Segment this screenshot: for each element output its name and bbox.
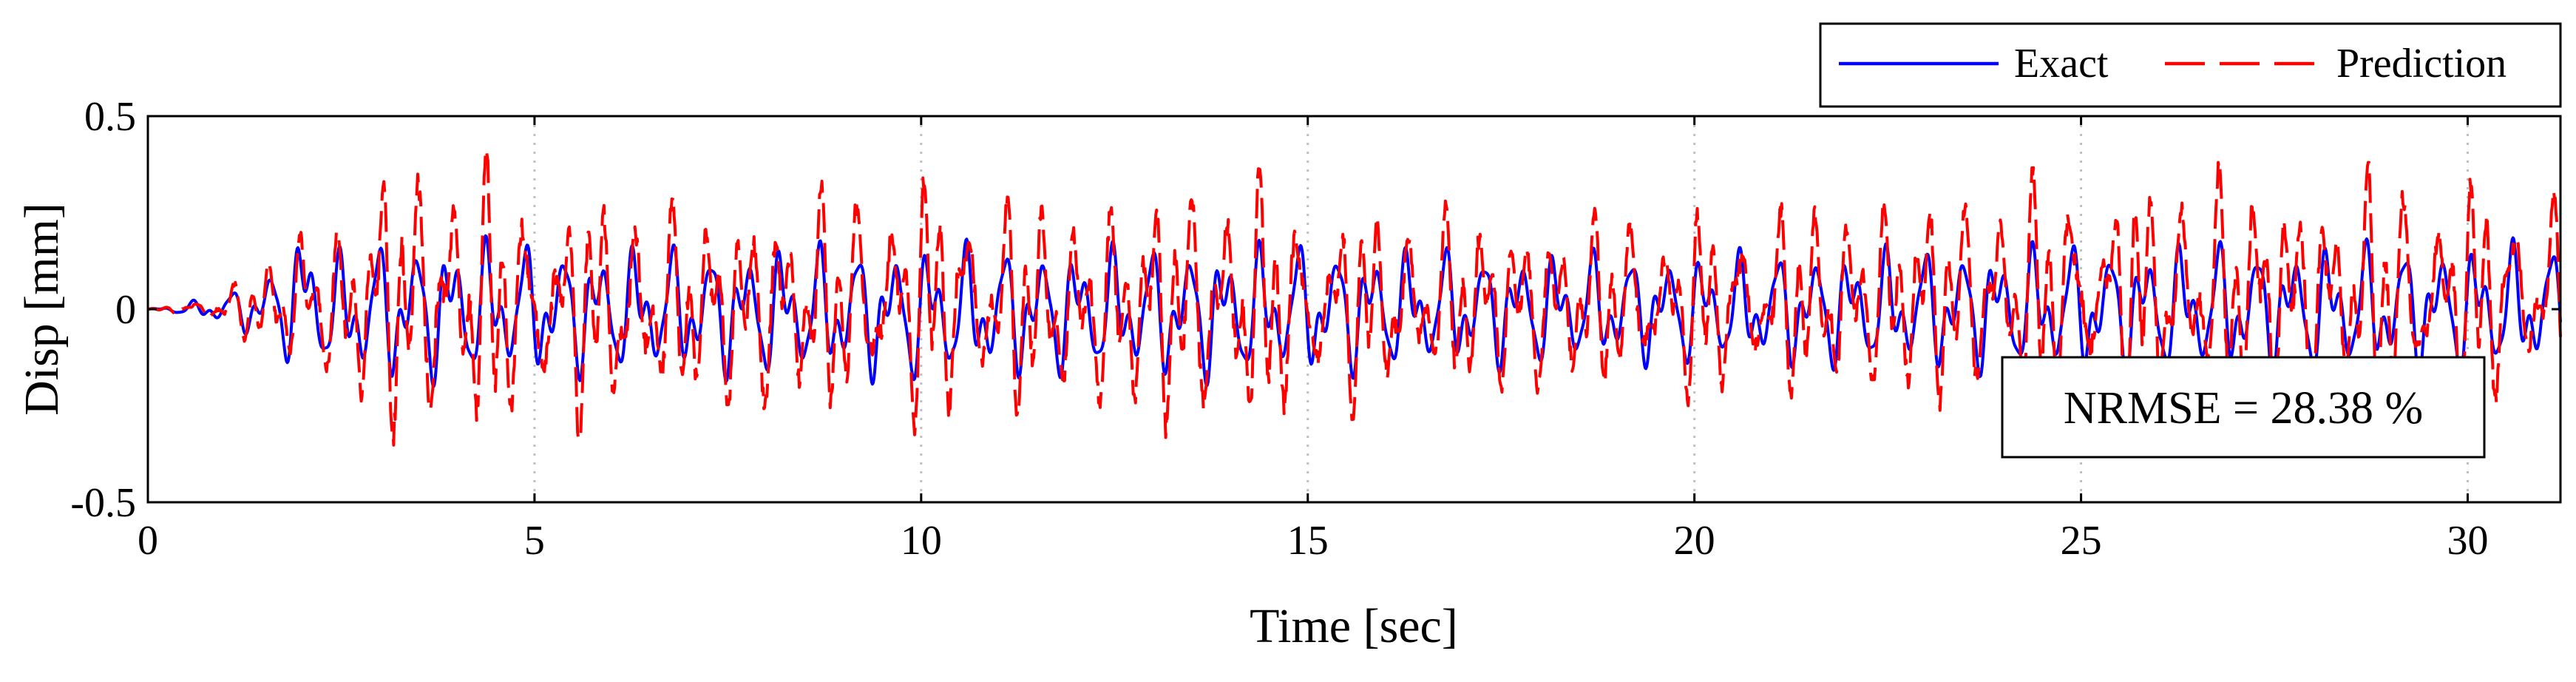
y-tick-label: -0.5 xyxy=(70,480,136,526)
x-axis-label: Time [sec] xyxy=(1250,599,1458,653)
x-tick-label: 5 xyxy=(524,518,545,564)
x-tick-label: 15 xyxy=(1287,518,1329,564)
x-tick-label: 30 xyxy=(2447,518,2489,564)
annotation-box xyxy=(2001,356,2486,459)
annotation-text: NRMSE = 28.38 % xyxy=(2064,383,2423,433)
x-tick-label: 10 xyxy=(901,518,942,564)
x-tick-label: 25 xyxy=(2061,518,2102,564)
y-tick-label: 0.5 xyxy=(84,94,136,140)
legend-label-exact: Exact xyxy=(2014,41,2109,87)
series-line-exact xyxy=(147,234,2562,388)
x-tick-label: 0 xyxy=(138,518,158,564)
axis-ticks: 0 5 10 15 20 25 300.50-0.5 xyxy=(70,94,2560,564)
legend-label-prediction: Prediction xyxy=(2336,41,2506,87)
y-axis-label: Disp [mm] xyxy=(15,203,69,416)
nrmse-annotation: NRMSE = 28.38 % xyxy=(2001,356,2486,459)
y-tick-label: 0 xyxy=(115,287,136,333)
x-tick-label: 20 xyxy=(1674,518,1715,564)
legend: Exact Prediction xyxy=(1819,22,2562,108)
